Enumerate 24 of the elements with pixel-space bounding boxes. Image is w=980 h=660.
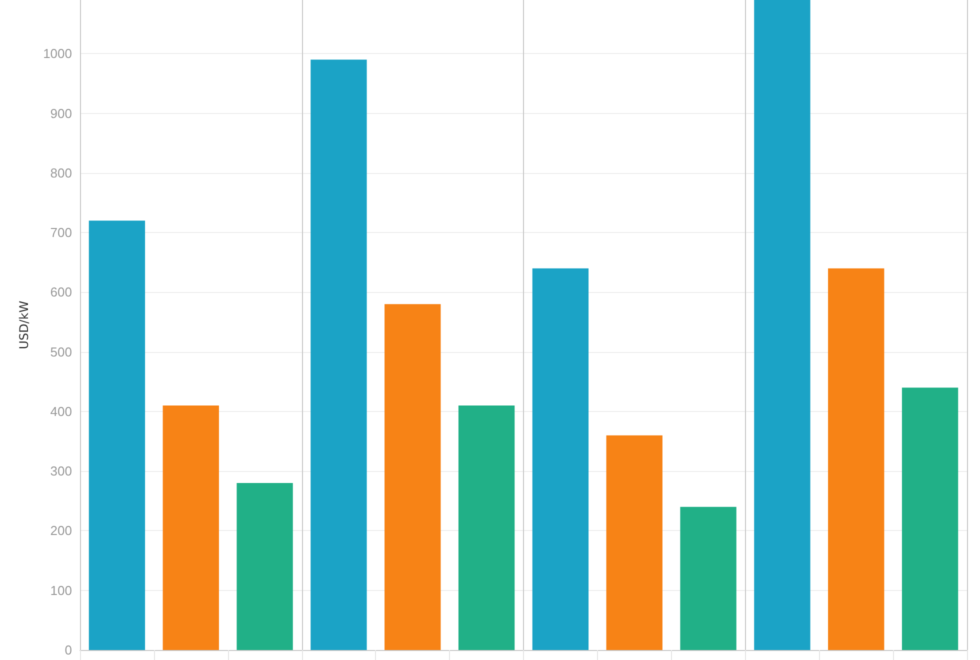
bar [458,406,515,650]
y-tick-label: 300 [50,464,72,479]
bar [532,268,589,650]
y-tick-label: 200 [50,523,72,538]
bar [236,483,293,650]
bar [754,0,810,650]
bar [162,406,219,650]
y-tick-label: 800 [50,165,72,180]
bar [88,220,146,650]
bar [680,506,736,650]
y-tick-label: 700 [50,225,72,240]
y-tick-label: 900 [50,106,72,121]
y-tick-label: 0 [64,642,72,658]
y-tick-label: 1000 [43,46,72,62]
y-tick-label: 400 [50,404,72,419]
y-tick-label: 500 [50,344,72,360]
bar [902,388,958,650]
y-axis-title: USD/kW [17,300,31,350]
y-tick-label: 600 [50,284,72,300]
y-tick-label: 100 [50,582,72,598]
bar [384,304,441,650]
bar [606,435,662,650]
bar [828,268,884,650]
bar [310,60,367,650]
